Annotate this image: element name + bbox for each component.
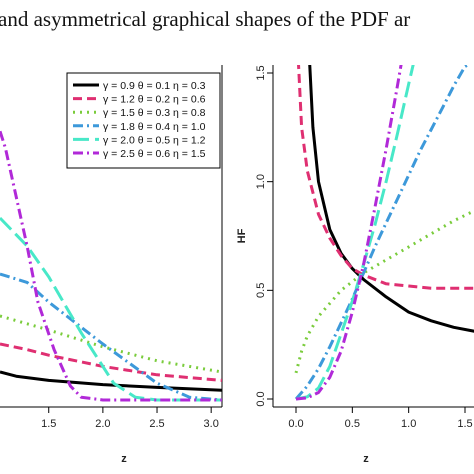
right-y-tick-label: 0.5 — [255, 283, 267, 298]
left-series-line-6 — [0, 130, 222, 402]
right-x-tick-label: 1.5 — [457, 418, 472, 430]
right-x-tick-label: 0.5 — [345, 418, 360, 430]
right-series-line-1 — [308, 65, 474, 333]
right-series-line-3 — [294, 209, 474, 374]
right-y-tick-label: 1.5 — [255, 65, 267, 80]
left-series-line-4 — [0, 272, 222, 402]
legend-label-5: γ = 2.0 θ = 0.5 η = 1.2 — [103, 134, 206, 146]
right-series-line-2 — [297, 65, 474, 290]
left-x-tick-label: 3.0 — [204, 418, 219, 430]
left-series-line-2 — [0, 342, 222, 382]
left-x-axis-label: z — [121, 453, 127, 465]
legend-label-6: γ = 2.5 θ = 0.6 η = 1.5 — [103, 148, 206, 160]
legend-box — [66, 72, 221, 169]
right-series-line-5 — [295, 65, 415, 401]
right-x-tick-label: 1.0 — [401, 418, 416, 430]
right-x-tick-label: 0.0 — [288, 418, 303, 430]
left-series-line-5 — [0, 216, 222, 402]
right-panel: 0.0 0.5 1.0 1.5 0.0 0.5 1.0 1.5 z HF — [236, 65, 474, 465]
right-x-axis-label: z — [363, 453, 369, 465]
right-series-line-4 — [294, 65, 471, 400]
right-y-axis-label: HF — [236, 228, 248, 243]
legend-label-3: γ = 1.5 θ = 0.3 η = 0.8 — [103, 107, 206, 119]
left-series-line-3 — [0, 314, 222, 374]
right-y-tick-label: 1.0 — [255, 174, 267, 189]
left-x-tick-label: 2.5 — [149, 418, 164, 430]
right-y-tick-label: 0.0 — [255, 391, 267, 406]
legend-label-1: γ = 0.9 θ = 0.1 η = 0.3 — [103, 80, 206, 92]
left-x-tick-label: 2.0 — [95, 418, 110, 430]
legend: γ = 0.9 θ = 0.1 η = 0.3 γ = 1.2 θ = 0.2 η… — [66, 72, 221, 169]
left-panel: 1.5 2.0 2.5 3.0 z γ = 0.9 θ = 0.1 η = 0.3γ … — [0, 65, 223, 465]
legend-label-2: γ = 1.2 θ = 0.2 η = 0.6 — [103, 94, 206, 106]
figure-caption: and asymmetrical graphical shapes of the… — [0, 7, 411, 31]
legend-label-4: γ = 1.8 θ = 0.4 η = 1.0 — [103, 121, 206, 133]
left-x-tick-label: 1.5 — [41, 418, 56, 430]
